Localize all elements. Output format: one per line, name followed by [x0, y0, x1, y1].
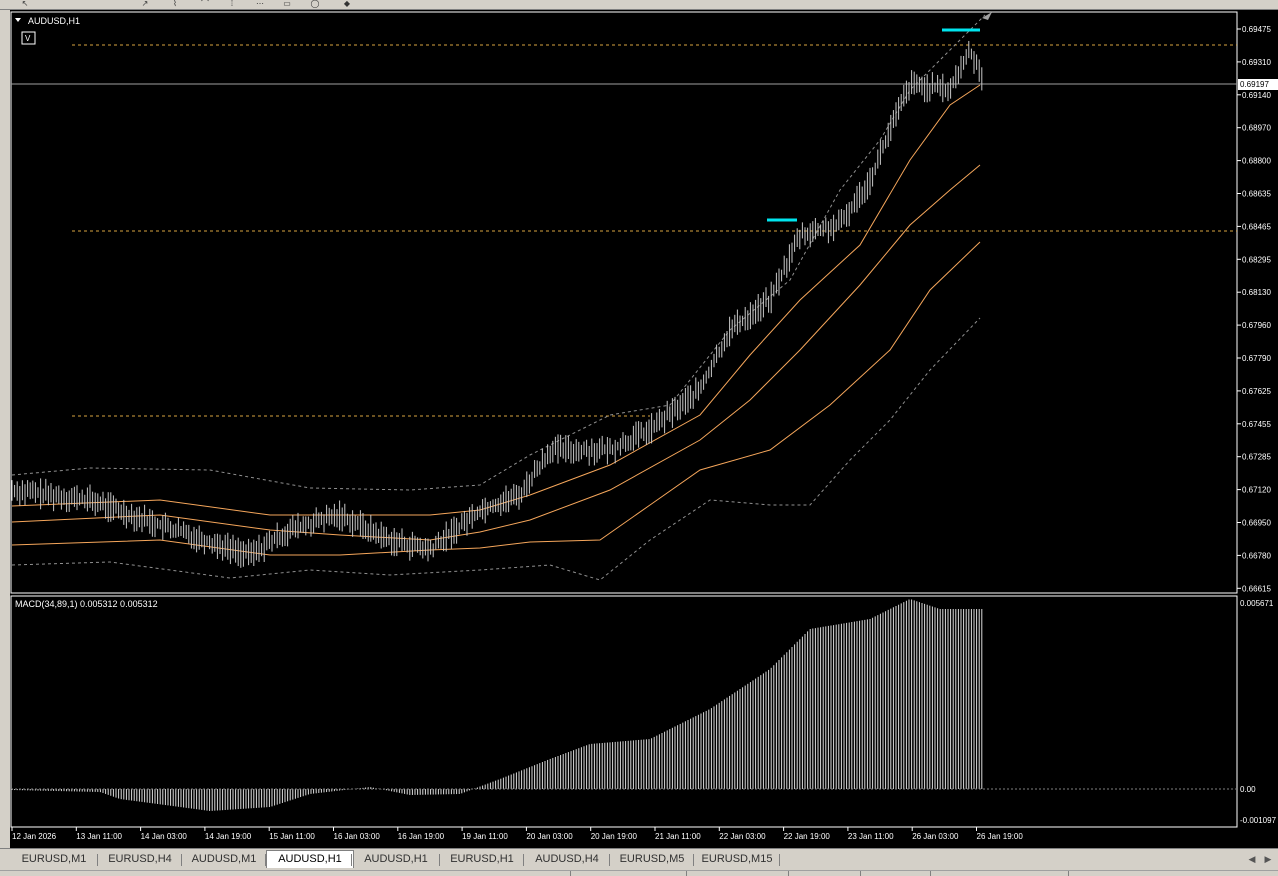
macd-tick-label: 0.005671 — [1240, 599, 1274, 608]
period-icon[interactable]: ⁞ — [230, 0, 234, 8]
tab-audusd-h4[interactable]: AUDUSD,H4 — [535, 853, 599, 865]
time-tick-label: 20 Jan 19:00 — [591, 832, 638, 841]
macd-tick-label: 0.00 — [1240, 785, 1256, 794]
cursor-icon[interactable]: ↖ — [21, 0, 29, 8]
tab-scroll-left-icon[interactable]: ◀ — [1248, 854, 1256, 864]
tab-audusd-h1[interactable]: AUDUSD,H1 — [364, 853, 428, 865]
rectangle-icon[interactable]: ▭ — [283, 0, 291, 8]
price-tick-label: 0.66780 — [1242, 551, 1271, 560]
time-tick-label: 13 Jan 11:00 — [76, 832, 122, 841]
time-tick-label: 23 Jan 11:00 — [848, 832, 894, 841]
envelope-upper — [11, 14, 986, 491]
price-tick-label: 0.69140 — [1242, 91, 1271, 100]
time-tick-label: 22 Jan 19:00 — [784, 832, 831, 841]
price-tick-label: 0.68800 — [1242, 157, 1271, 166]
band-line-upper — [11, 84, 981, 516]
time-tick-label: 20 Jan 03:00 — [526, 832, 573, 841]
chart-window[interactable]: AUDUSD,H1 V MACD(34,89,1) 0.005312 0.005… — [10, 10, 1278, 848]
macd-histogram — [11, 599, 983, 811]
price-tick-label: 0.69310 — [1242, 58, 1271, 67]
symbol-label: AUDUSD,H1 — [28, 16, 80, 26]
time-tick-label: 26 Jan 19:00 — [977, 832, 1024, 841]
current-price-badge — [1238, 79, 1278, 90]
envelope-bands — [11, 14, 986, 581]
tab-audusd-h1[interactable]: AUDUSD,H1 — [266, 850, 354, 868]
price-tick-label: 0.67790 — [1242, 354, 1271, 363]
drawing-toolbar: ↖ ↗ ⌇ ⌒ ⁞ ⋯ ▭ ◯ ◆ — [0, 0, 1278, 10]
time-tick-label: 16 Jan 19:00 — [398, 832, 445, 841]
ellipse-icon[interactable]: ◯ — [310, 0, 320, 8]
chart-tabs: ◀ ▶ EURUSD,M1 EURUSD,H4 AUDUSD,M1 AUDUSD,H1… — [0, 848, 1278, 871]
macd-axis: 0.005671 0.00 -0.001097 — [1240, 599, 1277, 825]
tab-audusd-m1[interactable]: AUDUSD,M1 — [191, 853, 257, 865]
band-line-lower — [11, 241, 981, 556]
tab-eurusd-m5[interactable]: EURUSD,M5 — [619, 853, 685, 865]
price-chart[interactable]: AUDUSD,H1 V MACD(34,89,1) 0.005312 0.005… — [10, 10, 1278, 848]
line-icon[interactable]: ↗ — [141, 0, 149, 8]
tab-separator — [693, 854, 694, 866]
macd-label: MACD(34,89,1) 0.005312 0.005312 — [15, 599, 158, 609]
tab-eurusd-h1[interactable]: EURUSD,H1 — [450, 853, 514, 865]
macd-tick-label: -0.001097 — [1240, 816, 1277, 825]
time-tick-label: 19 Jan 11:00 — [462, 832, 508, 841]
time-tick-label: 16 Jan 03:00 — [334, 832, 381, 841]
tab-eurusd-m15[interactable]: EURUSD,M15 — [701, 853, 773, 865]
time-axis: 12 Jan 2026 13 Jan 11:00 14 Jan 03:00 14 Ja… — [11, 827, 1024, 841]
tab-eurusd-h4[interactable]: EURUSD,H4 — [108, 853, 172, 865]
price-tick-label: 0.66950 — [1242, 519, 1271, 528]
price-tick-label: 0.68465 — [1242, 222, 1271, 231]
time-tick-label: 22 Jan 03:00 — [719, 832, 766, 841]
time-tick-label: 14 Jan 03:00 — [141, 832, 188, 841]
envelope-lower — [11, 317, 981, 581]
v-button[interactable] — [21, 31, 36, 45]
band-line-mid — [11, 164, 981, 541]
time-tick-label: 26 Jan 03:00 — [912, 832, 959, 841]
price-tick-label: 0.66615 — [1242, 584, 1271, 593]
price-tick-label: 0.67625 — [1242, 387, 1271, 396]
tab-separator — [609, 854, 610, 866]
arrow-icon[interactable]: ◆ — [343, 0, 351, 8]
price-tick-label: 0.67455 — [1242, 420, 1271, 429]
tab-scroll-right-icon[interactable]: ▶ — [1264, 854, 1272, 864]
collapse-triangle-icon[interactable] — [15, 18, 21, 22]
price-tick-label: 0.67120 — [1242, 486, 1271, 495]
tab-separator — [351, 854, 352, 866]
time-tick-label: 14 Jan 19:00 — [205, 832, 252, 841]
time-tick-label: 15 Jan 11:00 — [269, 832, 315, 841]
price-tick-label: 0.67960 — [1242, 321, 1271, 330]
indicator-panel-frame — [10, 595, 1238, 828]
tab-separator — [181, 854, 182, 866]
price-tick-label: 0.68295 — [1242, 255, 1271, 264]
channel-icon[interactable]: ⋯ — [256, 0, 264, 8]
price-tick-label: 0.68635 — [1242, 190, 1271, 199]
v-button-label: V — [25, 34, 31, 43]
tab-separator — [265, 854, 266, 866]
moving-average-bands — [11, 84, 981, 556]
price-tick-label: 0.69475 — [1242, 25, 1271, 34]
status-bar — [0, 870, 1278, 876]
price-axis: 0.69475 0.69310 0.69140 0.68970 0.68800 0.686… — [1237, 25, 1271, 593]
tab-separator — [97, 854, 98, 866]
tab-separator — [439, 854, 440, 866]
tab-separator — [779, 854, 780, 866]
price-tick-label: 0.67285 — [1242, 453, 1271, 462]
main-panel-frame — [10, 11, 1238, 594]
current-price-value: 0.69197 — [1240, 80, 1269, 89]
fibonacci-fan-icon[interactable]: ⌒ — [201, 0, 209, 8]
price-tick-label: 0.68970 — [1242, 124, 1271, 133]
trend-arrow-icon — [982, 12, 992, 20]
fibonacci-icon[interactable]: ⌇ — [173, 0, 177, 8]
tab-separator — [523, 854, 524, 866]
price-tick-label: 0.68130 — [1242, 288, 1271, 297]
time-tick-label: 21 Jan 11:00 — [655, 832, 701, 841]
price-bars — [11, 40, 983, 568]
time-tick-label: 12 Jan 2026 — [12, 832, 57, 841]
tab-eurusd-m1[interactable]: EURUSD,M1 — [21, 853, 87, 865]
